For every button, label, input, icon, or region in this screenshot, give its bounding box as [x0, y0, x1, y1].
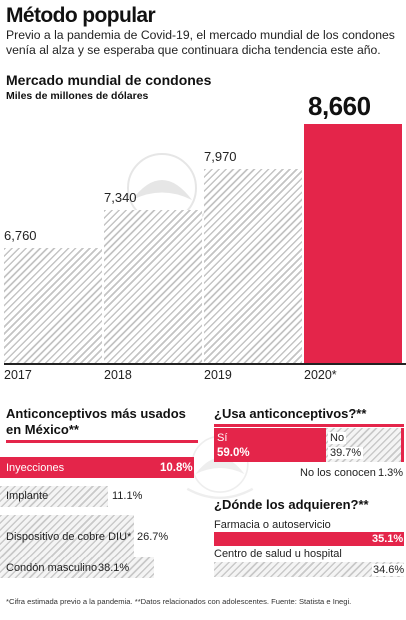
usage-bar-yes	[214, 428, 326, 462]
x-axis-line	[4, 363, 406, 365]
methods-bar	[0, 557, 154, 578]
methods-value-label: 38.1%	[98, 562, 130, 574]
bar-2020	[304, 124, 402, 363]
methods-value-label: 11.1%	[112, 490, 143, 502]
methods-bar	[0, 457, 194, 478]
bar-value-label: 7,340	[104, 190, 137, 206]
purchase-bar	[214, 532, 404, 546]
usage-title-underline	[214, 424, 404, 427]
usage-unknown-value: 1.3%	[378, 467, 404, 479]
purchase-value-label: 35.1%	[372, 533, 404, 545]
methods-title-underline	[6, 440, 198, 443]
usage-bar-unknown	[401, 428, 404, 462]
purchase-title: ¿Dónde los adquieren?**	[214, 497, 369, 512]
bar-2018	[104, 210, 202, 363]
footnote: *Cifra estimada previo a la pandemia. **…	[6, 597, 352, 606]
bar-2019	[204, 169, 302, 363]
methods-value-label: 10.8%	[160, 462, 193, 474]
usage-yes-value: 59.0%	[217, 447, 250, 459]
methods-category-label: Dispositivo de cobre DIU*	[6, 531, 132, 543]
page-title: Método popular	[6, 4, 156, 27]
bar-value-label: 6,760	[4, 228, 37, 244]
page-subtitle: Previo a la pandemia de Covid-19, el mer…	[6, 28, 395, 57]
chart-ylabel: Miles de millones de dólares	[6, 90, 149, 102]
purchase-bar	[214, 562, 404, 577]
methods-value-label: 26.7%	[137, 531, 169, 543]
methods-category-label: Inyecciones	[6, 462, 65, 474]
methods-bar	[0, 486, 108, 507]
methods-title: Anticonceptivos más usados en México**	[6, 406, 186, 437]
usage-no-label: No	[328, 432, 347, 444]
x-tick-label: 2018	[104, 368, 132, 382]
purchase-value-label: 34.6%	[372, 564, 406, 576]
usage-title: ¿Usa anticonceptivos?**	[214, 406, 367, 421]
methods-category-label: Condón masculino	[6, 562, 98, 574]
x-tick-label: 2019	[204, 368, 232, 382]
bar-value-label: 8,660	[308, 91, 371, 121]
methods-bar	[0, 515, 134, 557]
purchase-category-label: Centro de salud u hospital	[214, 548, 342, 560]
usage-no-value: 39.7%	[328, 447, 364, 459]
bar-value-label: 7,970	[204, 149, 237, 165]
chart-title: Mercado mundial de condones	[6, 72, 212, 88]
x-tick-label: 2020*	[304, 368, 337, 382]
purchase-category-label: Farmacia o autoservicio	[214, 519, 331, 531]
bar-2017	[4, 248, 102, 363]
usage-unknown-label: No los conocen	[300, 467, 376, 479]
x-tick-label: 2017	[4, 368, 32, 382]
methods-category-label: Implante	[6, 490, 49, 502]
usage-yes-label: Sí	[217, 432, 228, 444]
